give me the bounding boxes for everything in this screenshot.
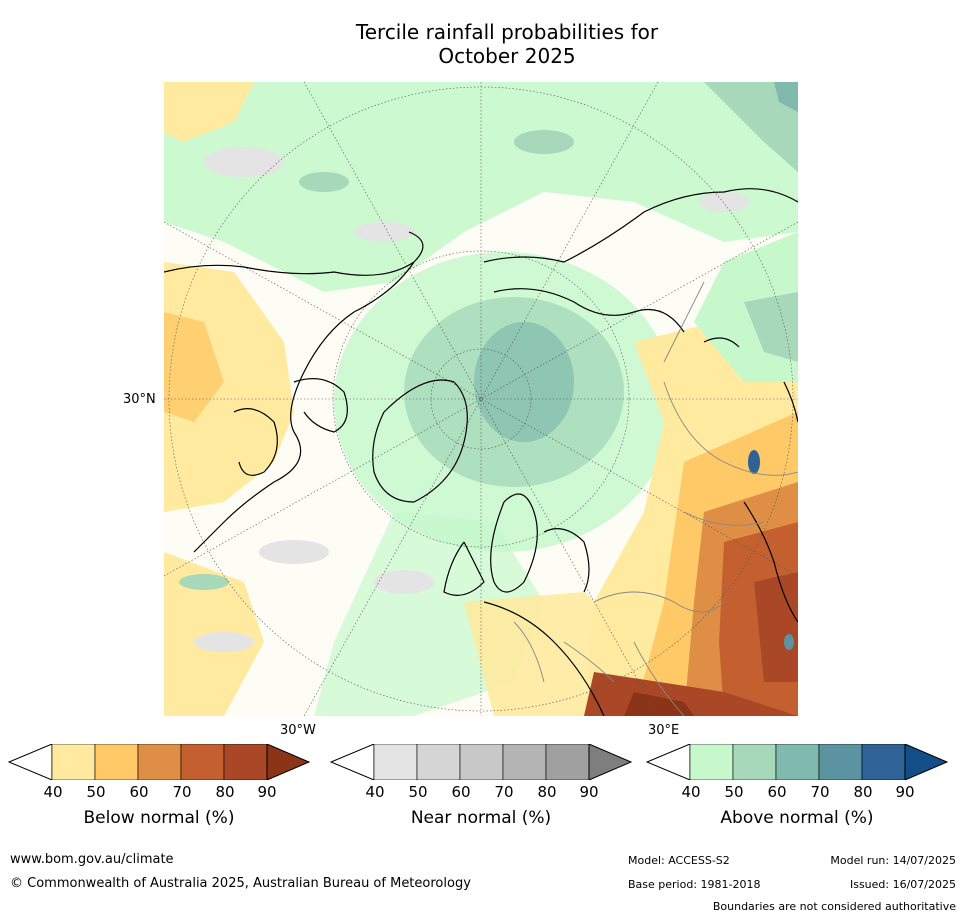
near-extend-high [588, 744, 632, 780]
tick-below-50: 50 [86, 783, 106, 801]
base-period: Base period: 1981-2018 [628, 878, 761, 891]
polar-map[interactable] [164, 82, 798, 716]
above-segment-3 [775, 744, 820, 780]
near-segment-3 [459, 744, 504, 780]
tick-near-70: 70 [494, 783, 514, 801]
colorbar-near-ticks: 40 50 60 70 80 90 [330, 783, 632, 801]
colorbar-above [646, 744, 948, 780]
tick-below-70: 70 [172, 783, 192, 801]
near-segment-5 [545, 744, 590, 780]
title-line-2: October 2025 [438, 44, 576, 68]
copyright-text: © Commonwealth of Australia 2025, Austra… [10, 876, 471, 891]
below-segment-4 [180, 744, 225, 780]
near-segment-4 [502, 744, 547, 780]
colorbar-below-label: Below normal (%) [83, 808, 235, 828]
near-segment-2 [416, 744, 461, 780]
tick-above-40: 40 [681, 783, 701, 801]
longitude-east-label: 30°E [648, 723, 680, 738]
colorbar-above-label: Above normal (%) [720, 808, 874, 828]
longitude-west-label: 30°W [280, 723, 316, 738]
tick-near-60: 60 [451, 783, 471, 801]
below-segment-5 [223, 744, 268, 780]
graticule [164, 82, 798, 716]
tick-above-80: 80 [853, 783, 873, 801]
above-extend-low [646, 744, 691, 780]
below-extend-high [266, 744, 310, 780]
tick-above-70: 70 [810, 783, 830, 801]
colorbar-near [330, 744, 632, 780]
title-line-1: Tercile rainfall probabilities for [355, 20, 659, 44]
above-segment-2 [732, 744, 777, 780]
above-segment-5 [861, 744, 906, 780]
above-segment-1 [689, 744, 734, 780]
below-segment-3 [137, 744, 182, 780]
tick-near-90: 90 [579, 783, 599, 801]
tick-near-50: 50 [408, 783, 428, 801]
colorbar-below-svg [8, 744, 310, 780]
above-segment-4 [818, 744, 863, 780]
colorbar-above-ticks: 40 50 60 70 80 90 [646, 783, 948, 801]
colorbar-near-svg [330, 744, 632, 780]
issued-date: Issued: 16/07/2025 [849, 878, 956, 891]
above-extend-high [904, 744, 948, 780]
map-svg [164, 82, 798, 716]
near-extend-low [330, 744, 375, 780]
near-segment-1 [373, 744, 418, 780]
below-segment-2 [94, 744, 139, 780]
colorbar-below [8, 744, 310, 780]
tick-above-60: 60 [767, 783, 787, 801]
tick-above-50: 50 [724, 783, 744, 801]
country-borders [513, 281, 798, 716]
below-extend-low [8, 744, 53, 780]
probability-fields [164, 82, 798, 716]
tick-below-80: 80 [215, 783, 235, 801]
below-segment-1 [51, 744, 96, 780]
model-run-date: Model run: 14/07/2025 [830, 854, 956, 867]
tick-below-90: 90 [257, 783, 277, 801]
model-name: Model: ACCESS-S2 [628, 854, 730, 867]
latitude-label: 30°N [123, 392, 156, 407]
colorbar-below-ticks: 40 50 60 70 80 90 [8, 783, 310, 801]
colorbar-near-label: Near normal (%) [410, 808, 552, 828]
source-url: www.bom.gov.au/climate [10, 852, 174, 867]
tick-near-40: 40 [365, 783, 385, 801]
boundaries-disclaimer: Boundaries are not considered authoritat… [712, 900, 956, 913]
tick-near-80: 80 [537, 783, 557, 801]
coastlines [164, 188, 798, 716]
tick-below-60: 60 [129, 783, 149, 801]
colorbar-above-svg [646, 744, 948, 780]
tick-above-90: 90 [895, 783, 915, 801]
map-title: Tercile rainfall probabilities for Octob… [0, 20, 965, 68]
tick-below-40: 40 [43, 783, 63, 801]
